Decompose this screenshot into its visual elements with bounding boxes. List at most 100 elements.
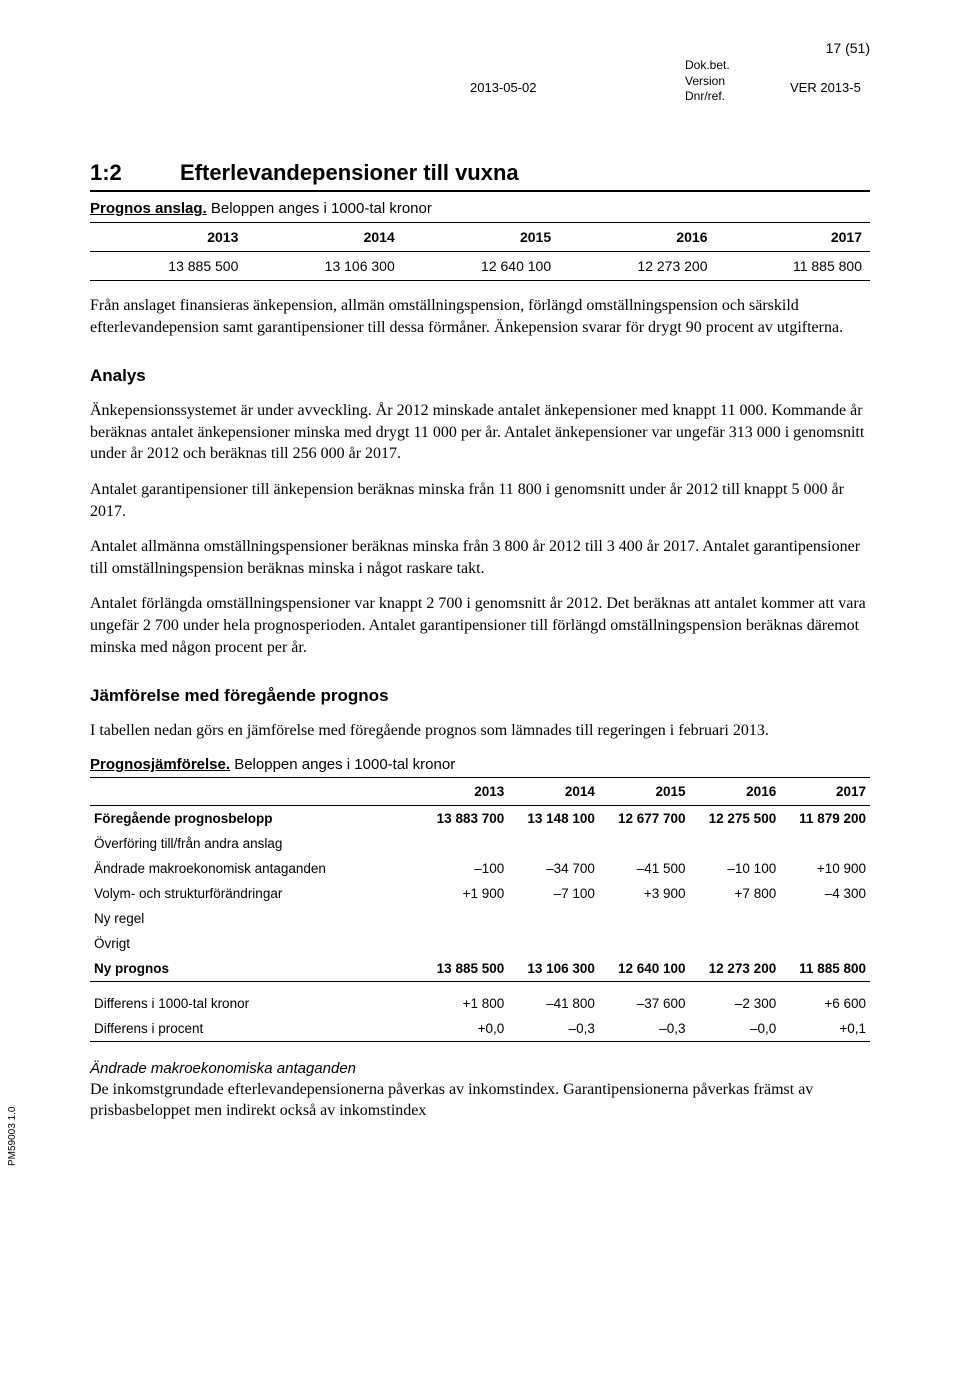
table-cell: 13 883 700: [418, 805, 509, 831]
table-cell: [599, 931, 690, 956]
table-cell: –10 100: [690, 856, 781, 881]
table-cell: +3 900: [599, 881, 690, 906]
section-heading: 1:2 Efterlevandepensioner till vuxna: [90, 160, 870, 192]
page: 17 (51) Dok.bet. Version Dnr/ref. 2013-0…: [0, 0, 960, 1176]
table-cell: [508, 831, 599, 856]
cmp-col-2013: 2013: [418, 777, 509, 805]
table-cell: [599, 831, 690, 856]
table-cell: [418, 831, 509, 856]
header-ver: VER 2013-5: [790, 80, 861, 95]
table-cell: –100: [418, 856, 509, 881]
table-cell: –0,0: [690, 1016, 781, 1042]
table-cell: 12 273 200: [690, 956, 781, 982]
table-cell: 11 879 200: [780, 805, 870, 831]
val-2013: 13 885 500: [90, 252, 246, 281]
analys-heading: Analys: [90, 366, 870, 386]
table-cell: [599, 906, 690, 931]
section-number: 1:2: [90, 160, 180, 186]
cmp-col-2014: 2014: [508, 777, 599, 805]
table-cell: +0,0: [418, 1016, 509, 1042]
para-analys-4: Antalet förlängda omställningspensioner …: [90, 593, 870, 658]
para-intro: Från anslaget finansieras änkepension, a…: [90, 295, 870, 338]
table-row-lead: Överföring till/från andra anslag: [90, 831, 418, 856]
table-cell: +7 800: [690, 881, 781, 906]
table-row-lead: Ny regel: [90, 906, 418, 931]
para-makro: De inkomstgrundade efterlevandepensioner…: [90, 1079, 870, 1122]
section-title: Efterlevandepensioner till vuxna: [180, 160, 519, 186]
table-cell: 12 275 500: [690, 805, 781, 831]
para-jamforelse: I tabellen nedan görs en jämförelse med …: [90, 720, 870, 742]
table-row-lead: Ändrade makroekonomisk antaganden: [90, 856, 418, 881]
table-cell: 12 640 100: [599, 956, 690, 982]
page-count: 17 (51): [826, 40, 870, 56]
cmp-col-2017: 2017: [780, 777, 870, 805]
table-cell: [690, 831, 781, 856]
table1-caption-bold: Prognos anslag.: [90, 200, 207, 217]
table-row-lead: Differens i procent: [90, 1016, 418, 1042]
table-cell: –4 300: [780, 881, 870, 906]
col-2017: 2017: [716, 223, 871, 252]
table2-caption: Prognosjämförelse. Beloppen anges i 1000…: [90, 756, 870, 773]
table-cell: [508, 931, 599, 956]
table-cell: –34 700: [508, 856, 599, 881]
table-cell: –7 100: [508, 881, 599, 906]
table-cell: [418, 906, 509, 931]
table-cell: [780, 831, 870, 856]
table-row-lead: Ny prognos: [90, 956, 418, 982]
table-cell: [508, 906, 599, 931]
prognos-table: 2013 2014 2015 2016 2017 13 885 500 13 1…: [90, 222, 870, 281]
table-cell: 13 885 500: [418, 956, 509, 982]
doc-labels: Dok.bet. Version Dnr/ref.: [685, 58, 730, 105]
table-cell: –41 500: [599, 856, 690, 881]
table-cell: 11 885 800: [780, 956, 870, 982]
version-label: Version: [685, 74, 730, 90]
compare-table: 2013 2014 2015 2016 2017 Föregående prog…: [90, 777, 870, 1042]
table-cell: +0,1: [780, 1016, 870, 1042]
table-cell: 13 148 100: [508, 805, 599, 831]
table-cell: [780, 931, 870, 956]
val-2014: 13 106 300: [246, 252, 402, 281]
table-row-lead: Föregående prognosbelopp: [90, 805, 418, 831]
page-header: 17 (51) Dok.bet. Version Dnr/ref. 2013-0…: [90, 40, 870, 130]
table2-caption-tail: Beloppen anges i 1000-tal kronor: [230, 756, 455, 773]
cmp-col-2016: 2016: [690, 777, 781, 805]
table-cell: –37 600: [599, 981, 690, 1016]
dokbet-label: Dok.bet.: [685, 58, 730, 74]
table-cell: +10 900: [780, 856, 870, 881]
table-cell: [418, 931, 509, 956]
italic-subhead: Ändrade makroekonomiska antaganden: [90, 1060, 870, 1077]
col-2013: 2013: [90, 223, 246, 252]
col-2015: 2015: [403, 223, 559, 252]
table-cell: [690, 931, 781, 956]
col-2016: 2016: [559, 223, 715, 252]
table-cell: –0,3: [508, 1016, 599, 1042]
table-cell: [690, 906, 781, 931]
para-analys-3: Antalet allmänna omställningspensioner b…: [90, 536, 870, 579]
header-date: 2013-05-02: [470, 80, 537, 95]
para-analys-1: Änkepensionssystemet är under avveckling…: [90, 400, 870, 465]
cmp-col-blank: [90, 777, 418, 805]
col-2014: 2014: [246, 223, 402, 252]
cmp-col-2015: 2015: [599, 777, 690, 805]
table-cell: 12 677 700: [599, 805, 690, 831]
table-cell: [780, 906, 870, 931]
table1-caption-tail: Beloppen anges i 1000-tal kronor: [207, 200, 432, 217]
jamforelse-heading: Jämförelse med föregående prognos: [90, 686, 870, 706]
table2-caption-bold: Prognosjämförelse.: [90, 756, 230, 773]
table-cell: –0,3: [599, 1016, 690, 1042]
val-2015: 12 640 100: [403, 252, 559, 281]
table-row-lead: Volym- och strukturförändringar: [90, 881, 418, 906]
table-cell: –41 800: [508, 981, 599, 1016]
table-cell: +1 900: [418, 881, 509, 906]
dnr-label: Dnr/ref.: [685, 89, 730, 105]
para-analys-2: Antalet garantipensioner till änkepensio…: [90, 479, 870, 522]
val-2016: 12 273 200: [559, 252, 715, 281]
table-cell: +6 600: [780, 981, 870, 1016]
table1-caption: Prognos anslag. Beloppen anges i 1000-ta…: [90, 200, 870, 218]
val-2017: 11 885 800: [716, 252, 871, 281]
footer-code: PM59003 1.0: [7, 1106, 18, 1166]
table-cell: 13 106 300: [508, 956, 599, 982]
table-cell: +1 800: [418, 981, 509, 1016]
table-row-lead: Övrigt: [90, 931, 418, 956]
table-row-lead: Differens i 1000-tal kronor: [90, 981, 418, 1016]
